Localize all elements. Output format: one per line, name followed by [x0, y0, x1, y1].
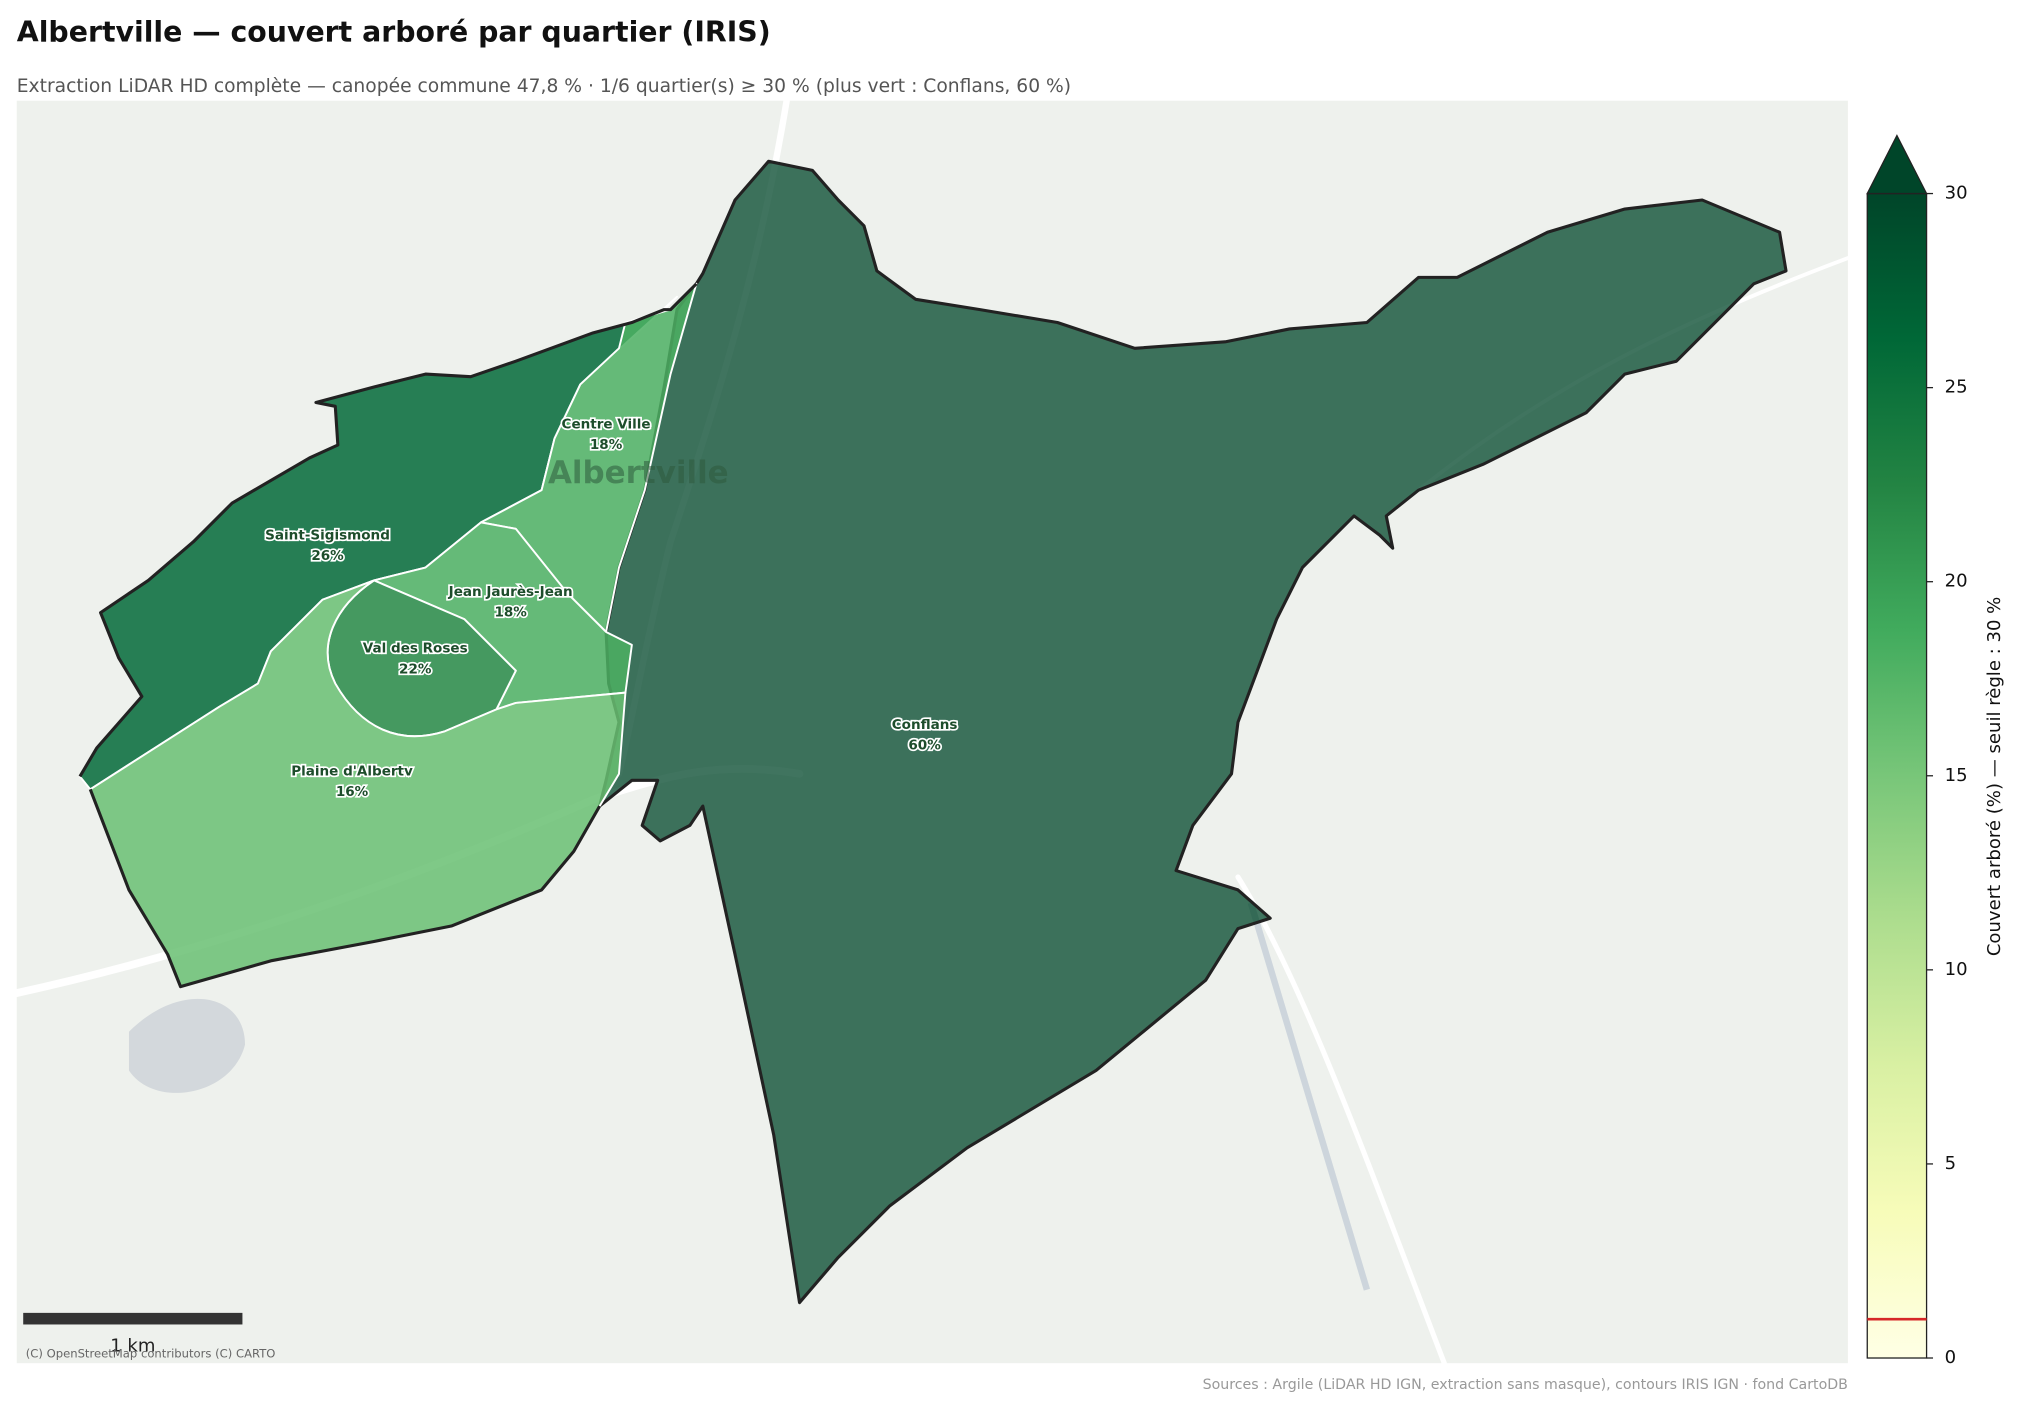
scale-bar-label: 1 km	[110, 1335, 155, 1356]
district-value: 22%	[399, 661, 432, 677]
colorbar-tick-label: 25	[1945, 377, 1968, 398]
scale-bar	[23, 1312, 243, 1325]
district-value: 26%	[311, 548, 344, 564]
sources: Sources : Argile (LiDAR HD IGN, extracti…	[1203, 1377, 1848, 1393]
district-name: Jean Jaurès-Jean	[448, 584, 573, 600]
colorbar-tick-label: 5	[1945, 1153, 1956, 1174]
attribution: (C) OpenStreetMap contributors (C) CARTO	[26, 1347, 276, 1361]
colorbar-tick-label: 30	[1945, 183, 1968, 204]
subtitle: Extraction LiDAR HD complète — canopée c…	[17, 76, 1071, 97]
district-value: 18%	[590, 437, 623, 453]
colorbar-tick-label: 15	[1945, 765, 1968, 786]
district-name: Conflans	[892, 717, 958, 733]
commune-outline	[78, 282, 698, 989]
district-value: 16%	[336, 784, 369, 800]
district-name: Centre Ville	[562, 416, 651, 432]
colorbar-tick-label: 10	[1945, 959, 1968, 980]
district-name: Val des Roses	[363, 641, 468, 657]
district-name: Plaine d'Albertv	[291, 763, 413, 779]
colorbar-extension	[1866, 134, 1928, 195]
district-value: 18%	[494, 605, 527, 621]
district-name: Saint-Sigismond	[265, 527, 390, 543]
title: Albertville — couvert arboré par quartie…	[17, 16, 771, 49]
colorbar-tick-label: 20	[1945, 571, 1968, 592]
district-value: 60%	[908, 737, 941, 753]
colorbar	[1866, 192, 1928, 1359]
basemap-label: Albertville	[548, 455, 729, 491]
colorbar-label: Couvert arboré (%) — seuil règle : 30 %	[1984, 597, 2005, 957]
colorbar-tick-label: 0	[1945, 1347, 1956, 1368]
